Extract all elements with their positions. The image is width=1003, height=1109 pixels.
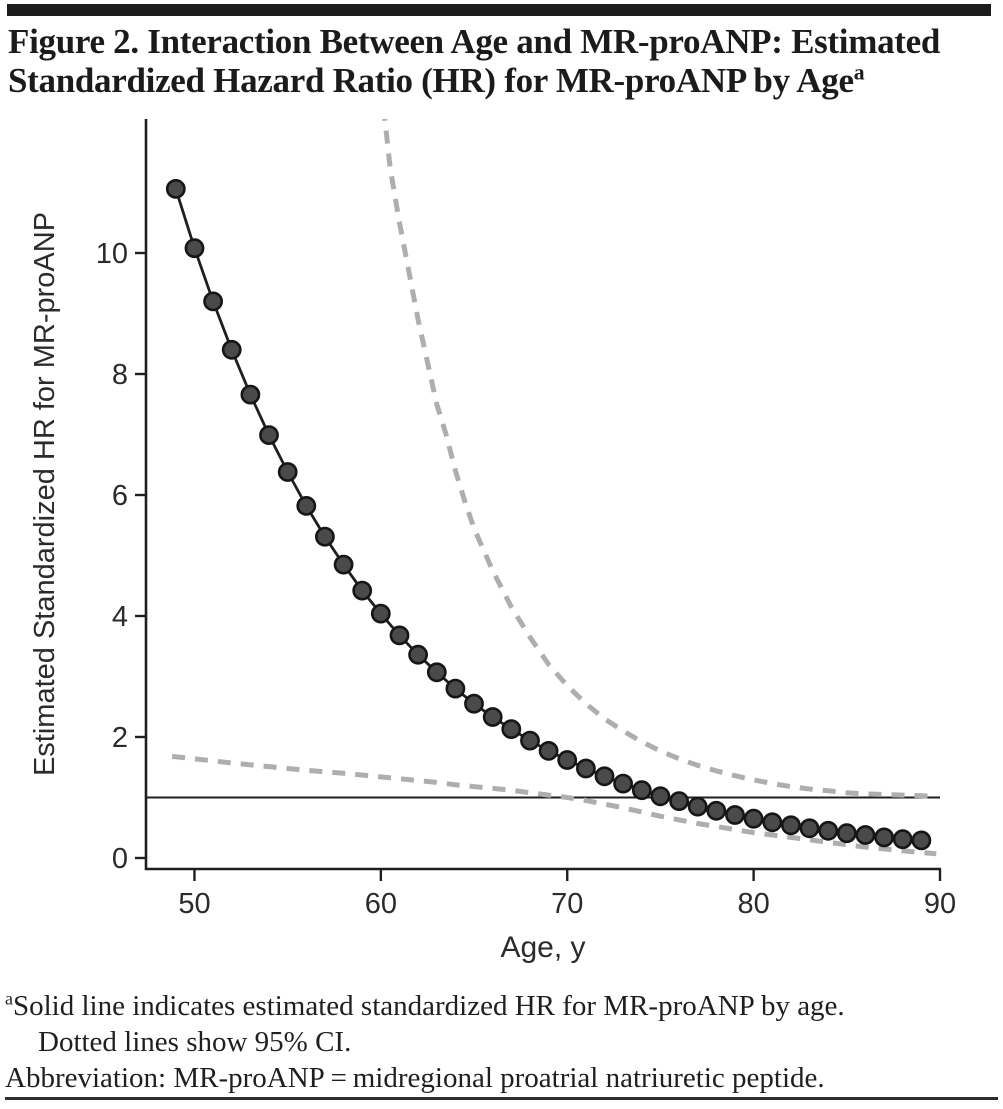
data-point-marker [482, 707, 503, 727]
data-point-marker [165, 178, 186, 199]
data-point-marker [520, 730, 540, 751]
data-point-marker [613, 773, 634, 794]
y-tick-label: 4 [112, 601, 128, 633]
data-point-marker [743, 808, 764, 829]
data-point-marker [631, 780, 652, 801]
ci-upper-dashed-line [382, 119, 937, 799]
data-point-marker [408, 644, 429, 665]
footnote-solid-line: aSolid line indicates estimated standard… [5, 988, 845, 1022]
data-point-marker [240, 384, 261, 405]
data-point-marker [203, 291, 224, 312]
data-point-marker [184, 238, 205, 259]
data-point-marker [650, 786, 671, 807]
y-tick-label: 10 [96, 238, 128, 270]
data-point-marker [799, 818, 820, 839]
x-axis-label: Age, y [500, 931, 585, 964]
data-point-marker [576, 758, 596, 779]
y-tick-label: 2 [112, 722, 128, 754]
data-point-marker [426, 662, 447, 683]
data-point-marker [874, 827, 895, 848]
figure-footnotes: aSolid line indicates estimated standard… [5, 988, 998, 1096]
data-point-marker [892, 829, 913, 850]
data-point-marker [669, 791, 690, 812]
x-tick-label: 50 [178, 888, 210, 920]
ci-lower-dashed-line [171, 753, 937, 857]
data-point-marker [333, 554, 354, 575]
data-point-marker [557, 750, 578, 770]
y-tick-label: 8 [112, 359, 128, 391]
data-point-marker [781, 815, 801, 836]
data-point-marker [911, 830, 932, 851]
data-point-marker [464, 693, 484, 714]
footnote-dotted-lines: Dotted lines show 95% CI. [38, 1026, 352, 1058]
data-point-marker [706, 800, 727, 821]
y-tick-label: 0 [112, 843, 128, 875]
data-point-marker [818, 820, 839, 841]
data-point-marker [594, 766, 615, 787]
bottom-rule [5, 1097, 998, 1100]
data-point-marker [687, 796, 708, 817]
figure-title-line1: Figure 2. Interaction Between Age and MR… [8, 22, 941, 61]
figure-title: Figure 2. Interaction Between Age and MR… [8, 22, 1000, 100]
y-tick-label: 6 [112, 480, 128, 512]
data-point-marker [855, 825, 876, 845]
y-axis-label: Estimated Standardized HR for MR-proANP [29, 212, 61, 776]
data-point-marker [277, 462, 298, 482]
data-point-marker [296, 495, 317, 516]
x-tick-label: 90 [924, 888, 956, 920]
data-point-marker [259, 425, 279, 446]
data-point-marker [762, 812, 783, 833]
data-point-marker [445, 678, 466, 699]
data-point-marker [725, 805, 745, 825]
x-tick-label: 70 [551, 888, 583, 920]
top-rule [7, 4, 991, 16]
data-point-marker [314, 526, 335, 547]
footnote-abbreviation: Abbreviation: MR-proANP = midregional pr… [5, 1062, 825, 1094]
x-tick-label: 60 [365, 888, 397, 920]
data-point-marker [538, 741, 559, 761]
data-point-marker [370, 603, 391, 624]
figure-title-line2: Standardized Hazard Ratio (HR) for MR-pr… [8, 61, 854, 100]
figure-title-superscript: a [853, 60, 865, 85]
data-point-marker [221, 339, 242, 360]
x-tick-label: 80 [737, 888, 769, 920]
footnote-superscript: a [5, 988, 13, 1009]
data-point-marker [836, 823, 857, 844]
data-point-marker [501, 719, 522, 740]
data-point-marker [352, 580, 373, 601]
data-point-marker [389, 625, 410, 646]
